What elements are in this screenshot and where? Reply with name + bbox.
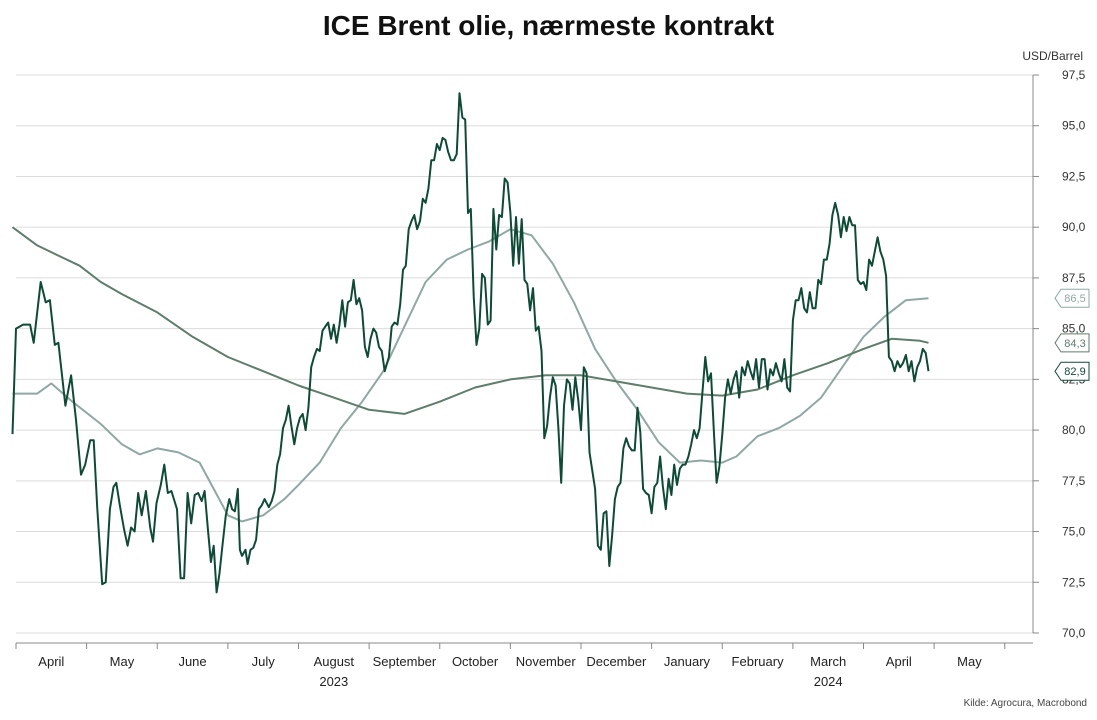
ma100-end-label: 86,5 (1054, 288, 1090, 308)
ma200-end-label-text: 84,3 (1064, 338, 1085, 350)
y-tick-label: 75,0 (1062, 525, 1086, 539)
x-tick-label: August (314, 654, 355, 669)
x-tick-label: January (664, 654, 711, 669)
chart-title: ICE Brent olie, nærmeste kontrakt (322, 10, 775, 41)
price-end-label-text: 82,9 (1064, 366, 1085, 378)
price-line (11, 92, 930, 594)
gridlines (16, 74, 1035, 634)
ma100-end-label-box (1054, 288, 1090, 308)
y-tick-label: 92,5 (1062, 169, 1086, 183)
price-end-label: 82,9 (1054, 361, 1090, 381)
y-tick-label: 80,0 (1062, 423, 1086, 437)
end-labels: 82,9 84,3 86,5 (1054, 288, 1090, 381)
y-tick-label: 85,0 (1062, 322, 1086, 336)
y-tick-label: 77,5 (1062, 474, 1086, 488)
y-tick-label: 95,0 (1062, 119, 1086, 133)
x-axis: April May June July August September October No… (15, 642, 1033, 689)
series-lines (11, 92, 930, 594)
x-tick-label: March (810, 654, 846, 669)
x-tick-label: September (373, 654, 437, 669)
ma200-end-label: 84,3 (1054, 333, 1090, 353)
y-tick-label: 97,5 (1062, 68, 1086, 82)
x-tick-label: April (38, 654, 64, 669)
y-axis: 70,072,575,077,580,082,585,087,590,092,5… (1032, 68, 1086, 640)
x-tick-label: April (886, 654, 912, 669)
x-tick-label: December (586, 654, 647, 669)
x-year-label: 2024 (814, 674, 843, 689)
x-tick-label: June (178, 654, 206, 669)
x-tick-label: May (957, 654, 982, 669)
x-tick-label: February (732, 654, 785, 669)
x-tick-label: November (516, 654, 577, 669)
source-label: Kilde: Agrocura, Macrobond (963, 698, 1087, 709)
y-tick-label: 87,5 (1062, 271, 1086, 285)
y-tick-label: 72,5 (1062, 575, 1086, 589)
y-unit-label: USD/Barrel (1022, 49, 1083, 63)
x-tick-label: July (252, 654, 276, 669)
ma100-line (12, 228, 929, 523)
ma100-end-label-text: 86,5 (1064, 293, 1085, 305)
y-tick-label: 90,0 (1062, 220, 1086, 234)
x-year-label: 2023 (319, 674, 348, 689)
y-tick-label: 70,0 (1062, 626, 1086, 640)
x-tick-label: October (452, 654, 499, 669)
ma200-end-label-box (1054, 333, 1090, 353)
price-end-label-box (1054, 361, 1090, 381)
ma200-line (11, 226, 929, 415)
x-tick-label: May (110, 654, 135, 669)
